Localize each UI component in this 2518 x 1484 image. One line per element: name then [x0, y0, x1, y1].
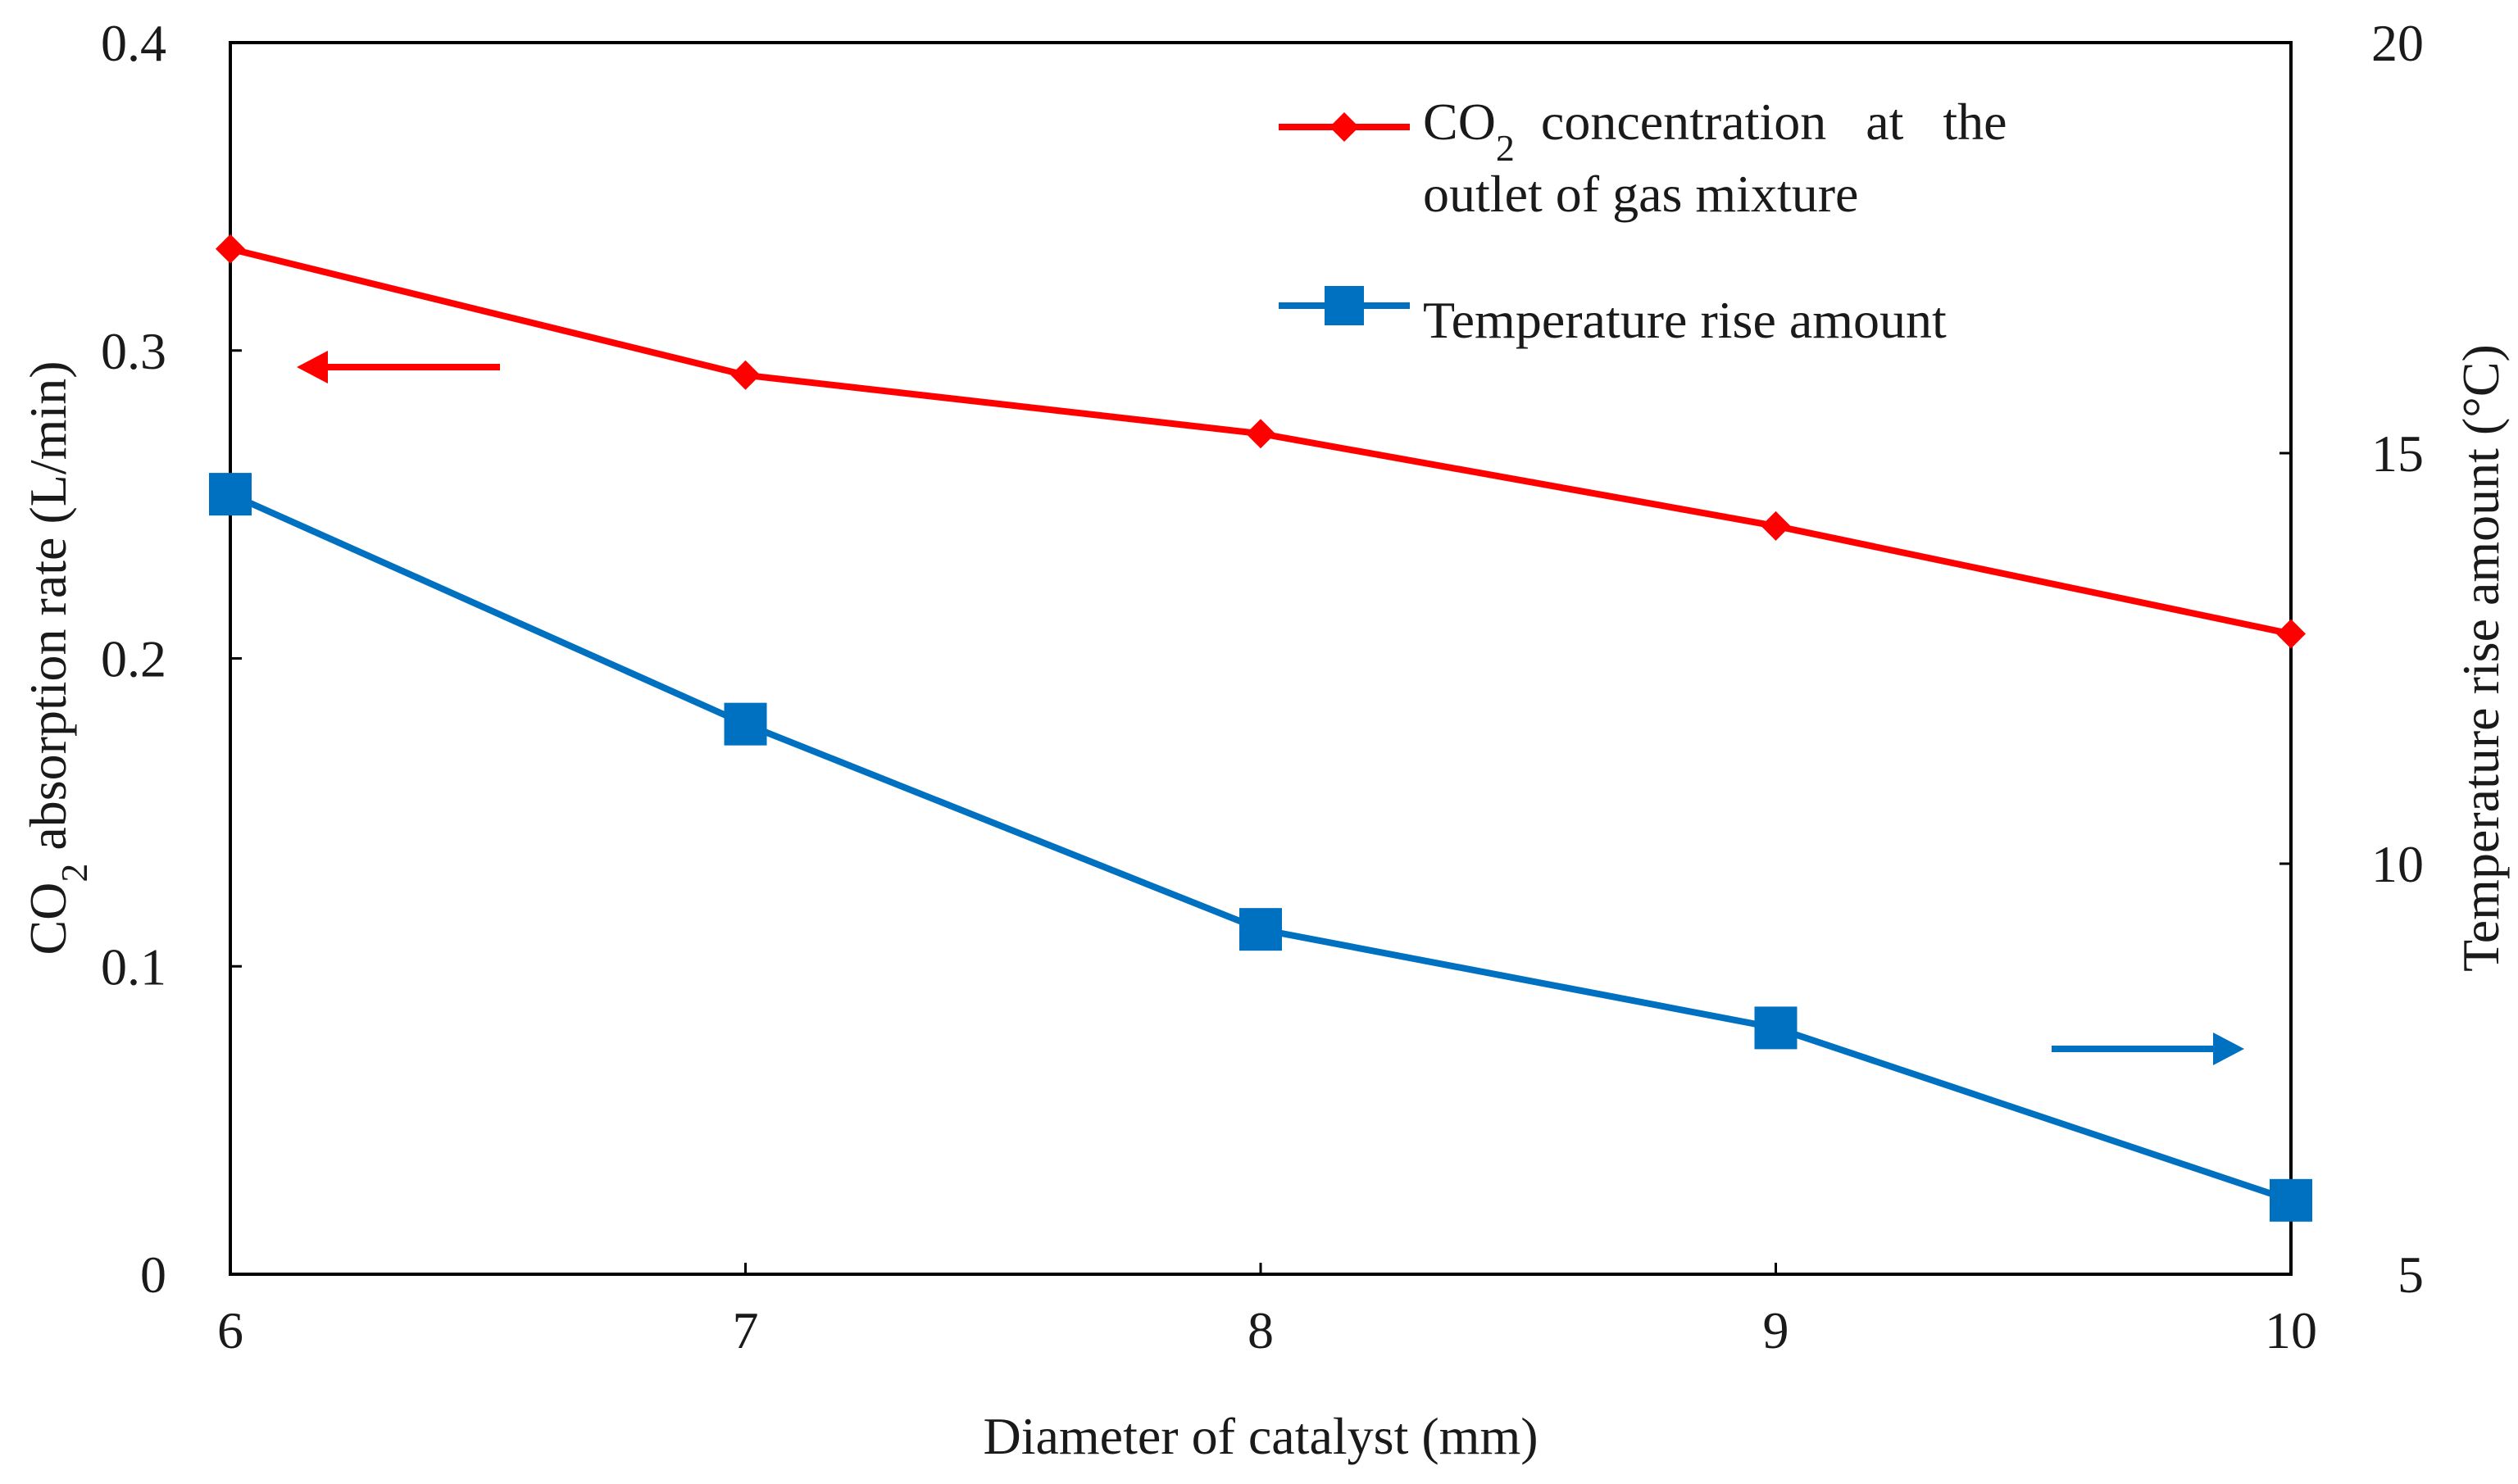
right-y-tick-label: 10: [2371, 835, 2424, 893]
legend-label-co2-line1: CO2 concentration at the: [1423, 93, 2007, 169]
arrow-to-left-axis-head: [297, 351, 328, 383]
co2-concentration-point-9: [1761, 511, 1791, 541]
x-axis-ticks: 6 7 8 9 10: [217, 1263, 2317, 1359]
legend-entry-co2-concentration: CO2 concentration at the outlet of gas m…: [1279, 93, 2007, 223]
left-y-axis-title: CO2 absorption rate (L/min): [19, 361, 95, 955]
x-tick-label: 9: [1763, 1301, 1789, 1359]
x-tick-label: 7: [733, 1301, 759, 1359]
legend-swatch-square-marker: [1325, 286, 1364, 325]
legend-label-temperature: Temperature rise amount: [1423, 291, 1947, 349]
legend-label-co2-subscript: 2: [1496, 127, 1515, 169]
left-y-tick-label: 0.1: [101, 937, 166, 996]
arrow-to-right-axis-head: [2213, 1032, 2244, 1065]
arrow-to-right-axis: [2052, 1032, 2244, 1065]
right-y-tick-label: 20: [2371, 14, 2424, 72]
x-tick-label: 6: [217, 1301, 243, 1359]
right-y-axis-ticks: 5 10 15 20: [2279, 14, 2424, 1304]
left-y-tick-label: 0.3: [101, 322, 166, 380]
right-y-axis-title: Temperature rise amount (°C): [2452, 344, 2510, 972]
x-tick-label: 10: [2265, 1301, 2317, 1359]
arrow-to-left-axis: [297, 351, 500, 383]
right-y-tick-label: 5: [2398, 1246, 2424, 1304]
co2-concentration-point-10: [2276, 619, 2306, 649]
temperature-rise-point-10: [2270, 1178, 2312, 1222]
temperature-rise-series-line: [229, 491, 2293, 1204]
temperature-rise-point-8: [1239, 908, 1282, 951]
temperature-rise-point-6: [209, 473, 252, 516]
legend-swatch-diamond-marker: [1329, 112, 1359, 142]
x-axis-title: Diameter of catalyst (mm): [983, 1407, 1538, 1465]
legend: CO2 concentration at the outlet of gas m…: [1279, 93, 2007, 349]
left-y-tick-label: 0.2: [101, 630, 166, 688]
temperature-rise-point-7: [724, 702, 767, 746]
co2-concentration-point-6: [216, 234, 245, 264]
x-tick-label: 8: [1248, 1301, 1274, 1359]
left-y-tick-label: 0.4: [101, 14, 166, 72]
temperature-rise-point-9: [1754, 1006, 1798, 1050]
left-y-axis-title-subscript: 2: [53, 864, 95, 883]
plot-area-frame: [229, 41, 2293, 1276]
left-y-axis-ticks: 0 0.1 0.2 0.3 0.4: [101, 14, 242, 1304]
co2-concentration-point-7: [730, 360, 761, 390]
left-y-tick-label: 0: [140, 1246, 166, 1304]
legend-label-co2-line2: outlet of gas mixture: [1423, 165, 1858, 223]
legend-entry-temperature-rise: Temperature rise amount: [1279, 286, 1947, 349]
co2-concentration-point-8: [1246, 419, 1275, 449]
right-y-tick-label: 15: [2371, 424, 2424, 483]
series-layer: [209, 234, 2312, 1222]
